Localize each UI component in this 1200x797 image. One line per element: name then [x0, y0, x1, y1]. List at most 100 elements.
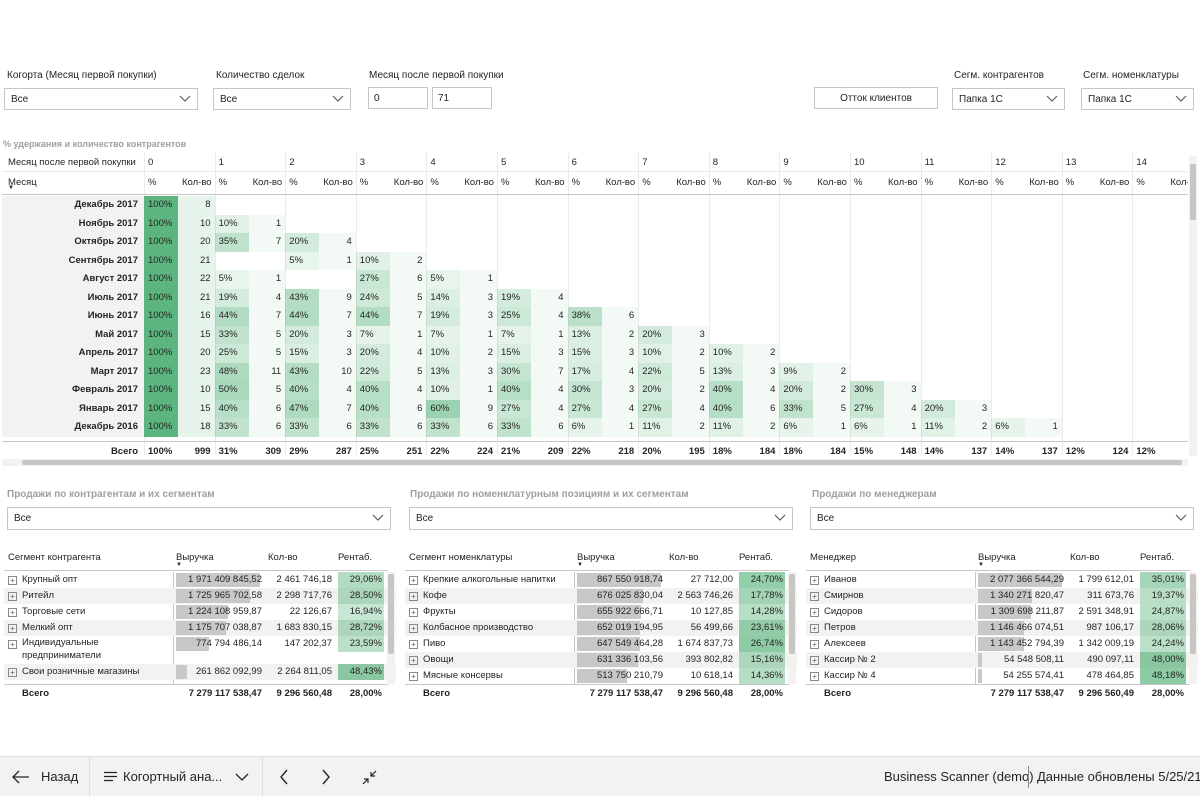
matrix-vertical-scrollbar[interactable] [1189, 156, 1197, 456]
expand-icon[interactable]: + [8, 575, 17, 585]
table-vertical-scrollbar[interactable] [788, 572, 796, 684]
nomenclature-sales-dropdown[interactable]: Все [409, 507, 793, 530]
sort-desc-icon[interactable]: ▼ [8, 185, 14, 191]
expand-icon[interactable]: + [409, 671, 418, 681]
row-name: Крепкие алкогольные напитки [423, 574, 556, 585]
expand-icon[interactable]: + [409, 655, 418, 665]
cohort-matrix[interactable]: Месяц после первой покупки Месяц ▼ 0% Кол-во… [2, 152, 1188, 460]
chevron-down-icon[interactable] [235, 772, 249, 782]
grid-line [426, 152, 428, 455]
expand-icon[interactable]: + [810, 591, 819, 601]
margin-bar [338, 664, 384, 680]
table-header-qty[interactable]: Кол-во [268, 552, 298, 563]
expand-icon[interactable]: + [810, 575, 819, 585]
matrix-count-cell: 184 [759, 445, 776, 457]
matrix-count-cell: 184 [830, 445, 846, 457]
matrix-row[interactable] [2, 362, 144, 381]
page-selector[interactable]: Когортный ана... [123, 769, 223, 784]
table-header-segment[interactable]: Сегмент контрагента [8, 552, 101, 563]
scrollbar-thumb[interactable] [1190, 164, 1196, 220]
table-header-segment[interactable]: Менеджер [810, 552, 857, 563]
matrix-column-header: 10 [854, 157, 865, 168]
matrix-pct-cell: 11% [708, 418, 743, 437]
scrollbar-thumb[interactable] [388, 574, 394, 654]
matrix-row[interactable] [2, 214, 144, 233]
expand-icon[interactable]: + [409, 639, 418, 649]
table-header-margin[interactable]: Рентаб. [338, 552, 373, 563]
expand-icon[interactable]: + [8, 607, 17, 617]
expand-icon[interactable]: + [8, 591, 17, 601]
matrix-count-cell: 3 [601, 344, 639, 363]
churn-button[interactable]: Отток клиентов [814, 87, 938, 109]
matrix-pct-cell: 22% [571, 445, 591, 457]
matrix-row[interactable] [2, 418, 144, 437]
expand-icon[interactable]: + [810, 639, 819, 649]
matrix-row[interactable] [2, 270, 144, 289]
table-vertical-scrollbar[interactable] [1189, 572, 1197, 684]
matrix-pct-header: % [430, 177, 439, 188]
table-header-revenue[interactable]: Выручка [577, 552, 615, 563]
manager-sales-table[interactable]: Менеджер Выручка ▼ Кол-во Рентаб. + Иванов 2 07… [806, 552, 1198, 702]
table-row[interactable] [4, 664, 396, 680]
collapse-icon[interactable] [362, 770, 377, 785]
sort-desc-icon[interactable]: ▼ [577, 562, 583, 568]
table-vertical-scrollbar[interactable] [387, 572, 395, 684]
scrollbar-thumb[interactable] [789, 574, 795, 654]
matrix-count-cell: 137 [971, 445, 988, 457]
matrix-count-cell: 1 [601, 418, 639, 437]
table-header-margin[interactable]: Рентаб. [1140, 552, 1175, 563]
expand-icon[interactable]: + [409, 607, 418, 617]
matrix-row[interactable] [2, 288, 144, 307]
matrix-row[interactable] [2, 344, 144, 363]
expand-icon[interactable]: + [8, 639, 17, 649]
counterparty-segment-dropdown[interactable]: Папка 1С [952, 88, 1065, 110]
table-header-revenue[interactable]: Выручка [176, 552, 214, 563]
sort-desc-icon[interactable]: ▼ [978, 562, 984, 568]
back-arrow-icon[interactable] [12, 770, 30, 784]
counterparty-sales-dropdown[interactable]: Все [7, 507, 391, 530]
next-page-icon[interactable] [321, 769, 331, 785]
expand-icon[interactable]: + [409, 575, 418, 585]
months-to-input[interactable]: 71 [432, 87, 492, 109]
chevron-down-icon [774, 514, 786, 521]
table-header-segment[interactable]: Сегмент номенклатуры [409, 552, 513, 563]
matrix-row-header[interactable]: Месяц [8, 177, 37, 188]
expand-icon[interactable]: + [8, 623, 17, 633]
back-button[interactable]: Назад [41, 769, 79, 784]
expand-icon[interactable]: + [8, 667, 17, 677]
table-header-qty[interactable]: Кол-во [669, 552, 699, 563]
matrix-column-header: 6 [571, 157, 577, 168]
matrix-row[interactable] [2, 307, 144, 326]
cohort-dropdown[interactable]: Все [4, 88, 198, 110]
expand-icon[interactable]: + [810, 671, 819, 681]
matrix-row[interactable] [2, 196, 144, 215]
nomenclature-sales-table[interactable]: Сегмент номенклатуры Выручка ▼ Кол-во Рентаб… [405, 552, 797, 702]
manager-sales-dropdown[interactable]: Все [810, 507, 1194, 530]
table-row[interactable] [806, 652, 1198, 668]
table-header-revenue[interactable]: Выручка [978, 552, 1016, 563]
matrix-column-header: 14 [1136, 157, 1147, 168]
matrix-count-header: Кол-во [746, 177, 777, 188]
table-header-qty[interactable]: Кол-во [1070, 552, 1100, 563]
expand-icon[interactable]: + [810, 607, 819, 617]
matrix-row[interactable] [2, 325, 144, 344]
scrollbar-thumb[interactable] [1190, 574, 1196, 654]
expand-icon[interactable]: + [409, 623, 418, 633]
months-from-input[interactable]: 0 [368, 87, 428, 109]
deals-dropdown[interactable]: Все [213, 88, 351, 110]
expand-icon[interactable]: + [409, 591, 418, 601]
table-header-margin[interactable]: Рентаб. [739, 552, 774, 563]
counterparty-sales-table[interactable]: Сегмент контрагента Выручка ▼ Кол-во Рентаб.… [4, 552, 396, 702]
nomenclature-segment-dropdown[interactable]: Папка 1С [1081, 88, 1194, 110]
matrix-row[interactable] [2, 233, 144, 252]
matrix-count-cell: 10 [178, 381, 215, 400]
previous-page-icon[interactable] [279, 769, 289, 785]
expand-icon[interactable]: + [810, 655, 819, 665]
expand-icon[interactable]: + [810, 623, 819, 633]
matrix-row[interactable] [2, 381, 144, 400]
matrix-row[interactable] [2, 399, 144, 418]
sort-desc-icon[interactable]: ▼ [176, 562, 182, 568]
matrix-row[interactable] [2, 251, 144, 270]
matrix-horizontal-scrollbar[interactable] [2, 459, 1188, 466]
scrollbar-thumb[interactable] [22, 460, 1182, 465]
